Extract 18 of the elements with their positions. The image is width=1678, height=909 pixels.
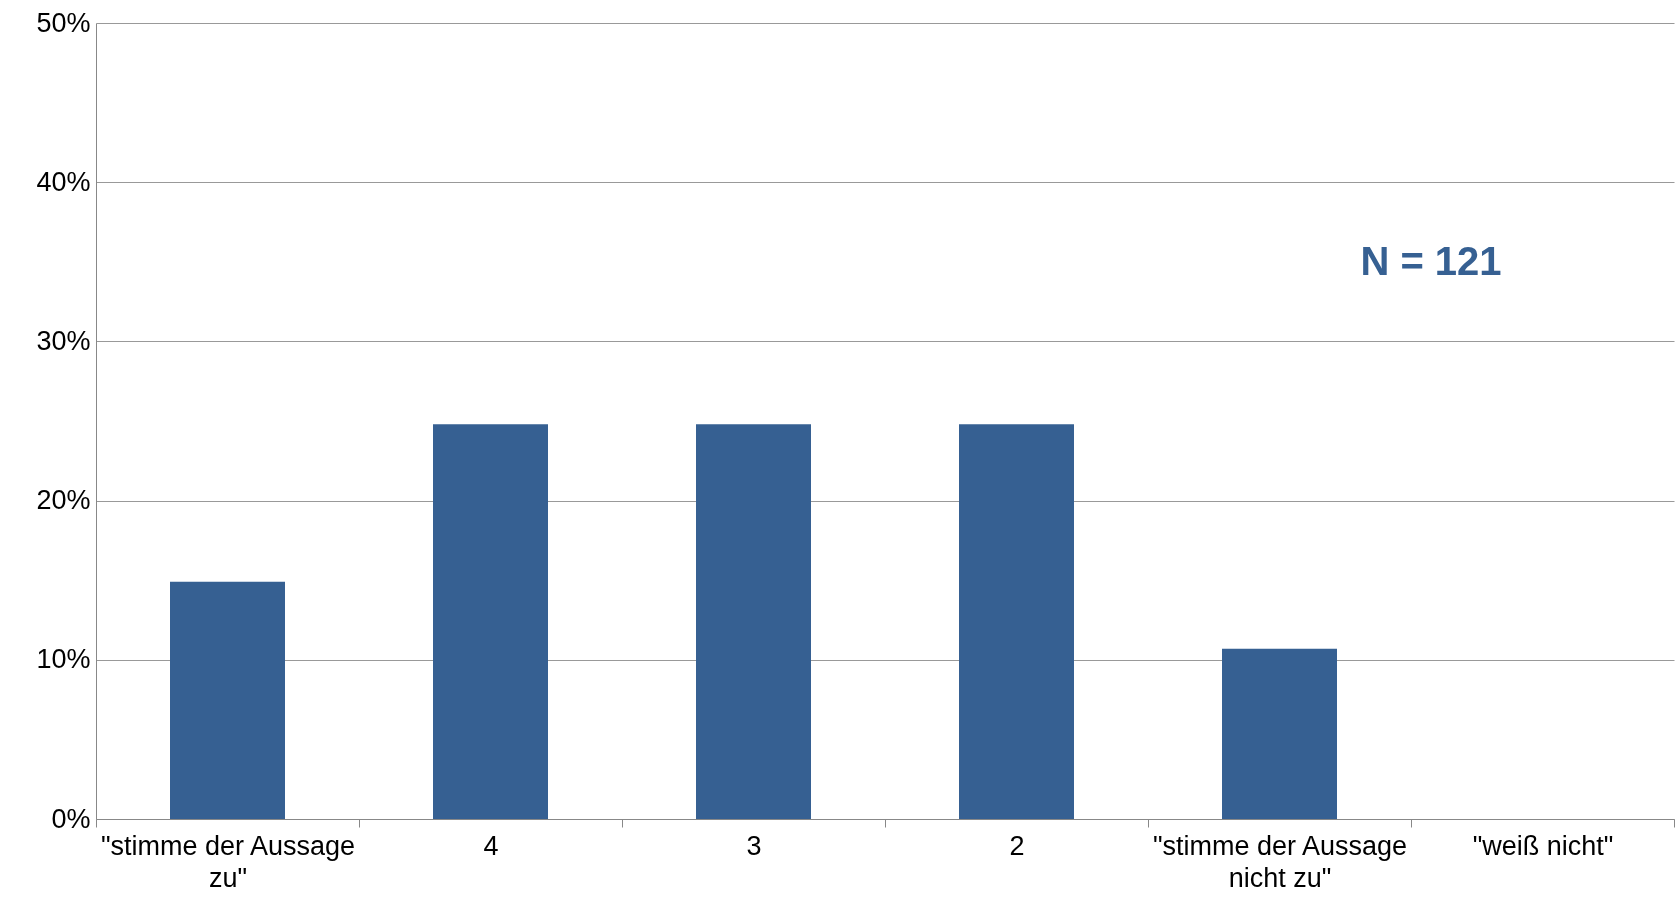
x-tick-label: 2 [1009, 830, 1025, 861]
x-tick-label: "stimme der Aussage zu" [100, 830, 356, 893]
x-tick-label: "stimme der Aussage nicht zu" [1152, 830, 1408, 893]
bar [1222, 648, 1337, 819]
annotation: N = 121 [1360, 239, 1502, 283]
bar [170, 581, 285, 819]
x-tick-label: "weiß nicht" [1472, 830, 1614, 861]
y-tick-label: 40% [36, 166, 91, 197]
y-tick-label: 20% [36, 485, 91, 516]
bar [959, 424, 1074, 819]
x-tick-label: 3 [746, 830, 762, 861]
x-tick-label: 4 [483, 830, 499, 861]
bar [433, 424, 548, 819]
y-tick-label: 30% [36, 325, 91, 356]
y-tick-label: 50% [36, 7, 91, 38]
y-tick-label: 0% [51, 803, 91, 834]
y-tick-label: 10% [36, 644, 91, 675]
bar [696, 424, 811, 819]
